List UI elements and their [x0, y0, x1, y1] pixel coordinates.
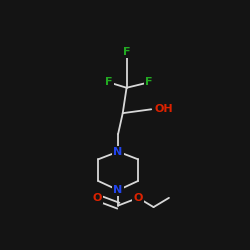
- Text: N: N: [114, 185, 123, 195]
- Text: F: F: [145, 77, 153, 87]
- Text: N: N: [114, 147, 123, 157]
- Text: F: F: [105, 77, 112, 87]
- Text: O: O: [134, 193, 143, 203]
- Text: O: O: [93, 193, 102, 203]
- Text: OH: OH: [154, 104, 173, 114]
- Text: F: F: [123, 46, 130, 56]
